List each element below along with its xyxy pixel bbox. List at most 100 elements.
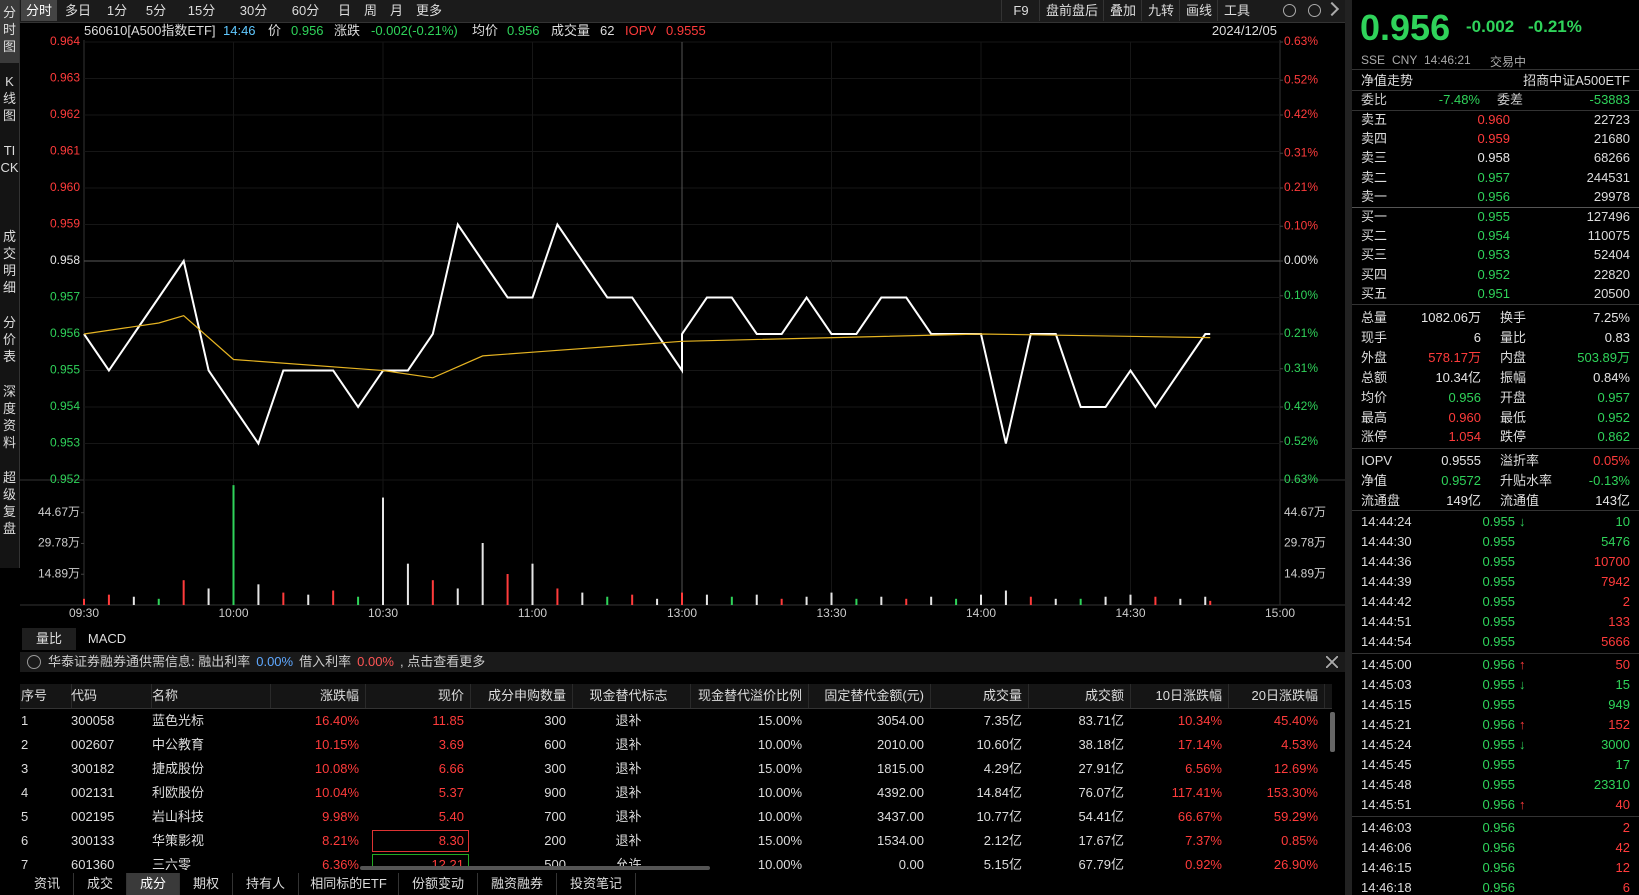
table-cell: 10.00%: [757, 809, 802, 824]
tool-button[interactable]: F9: [1001, 0, 1040, 21]
x-tick-label: 10:30: [368, 606, 398, 620]
y2-tick-label: 0.63%: [1284, 34, 1318, 48]
top-bar: [0, 0, 1345, 23]
bottom-tab[interactable]: 融资融券: [478, 873, 557, 895]
table-header[interactable]: 现金替代标志: [573, 684, 691, 708]
side-tab[interactable]: 成交明细: [2, 229, 16, 295]
bottom-tab[interactable]: 成分: [127, 873, 180, 895]
period-tab[interactable]: 1分: [106, 3, 128, 18]
stat-value: 149亿: [1446, 493, 1481, 509]
tick-time: 14:44:30: [1361, 534, 1412, 549]
period-tab[interactable]: 15分: [187, 3, 216, 18]
stat-label: IOPV: [1361, 453, 1393, 469]
period-tab[interactable]: 分时: [21, 0, 57, 21]
tick-volume: 50: [1615, 657, 1630, 672]
volume-bar: [830, 592, 833, 605]
indicator-tab[interactable]: MACD: [87, 631, 127, 646]
side-tab[interactable]: 深度资料: [2, 384, 16, 450]
book-price: 0.959: [1477, 131, 1510, 147]
tick-arrow: ↓: [1519, 514, 1526, 529]
bottom-tab[interactable]: 投资笔记: [557, 873, 636, 895]
notice-close[interactable]: [1326, 656, 1338, 668]
book-volume: 22820: [1593, 266, 1630, 282]
tick-price: 0.956: [1482, 880, 1515, 895]
tool-button[interactable]: 盘前盘后: [1039, 0, 1104, 21]
period-tab[interactable]: 周: [363, 3, 377, 18]
period-tab[interactable]: 日: [337, 3, 351, 18]
table-header[interactable]: 成分申购数量: [470, 684, 573, 708]
stat-value: 1.054: [1448, 429, 1481, 445]
bottom-tab[interactable]: 持有人: [233, 873, 299, 895]
volume-bar: [132, 596, 135, 605]
tool-button[interactable]: 工具: [1217, 0, 1256, 21]
table-header[interactable]: 成交额: [1030, 684, 1131, 708]
tool-button[interactable]: 叠加: [1103, 0, 1142, 21]
side-bar: [0, 0, 20, 568]
table-header[interactable]: 10日涨跌幅: [1130, 684, 1229, 708]
table-cell: 7.35亿: [983, 713, 1022, 728]
volume-bar: [332, 590, 335, 605]
table-header[interactable]: 名称: [152, 684, 271, 708]
y2-tick-label: 0.00%: [1284, 253, 1318, 267]
stat-value: 0.957: [1597, 389, 1630, 405]
quote-price: 0.956: [1360, 7, 1451, 48]
table-cell: 4.29亿: [983, 761, 1022, 776]
table-header[interactable]: 涨跌幅: [270, 684, 366, 708]
table-header[interactable]: 现金替代溢价比例: [690, 684, 809, 708]
tool-button[interactable]: 画线: [1179, 0, 1218, 21]
bottom-tab[interactable]: 期权: [180, 873, 233, 895]
book-price: 0.954: [1477, 228, 1510, 244]
stat-label: 跌停: [1500, 429, 1527, 445]
table-header[interactable]: 成交量: [930, 684, 1029, 708]
tool-icon[interactable]: [1283, 4, 1296, 17]
table-cell: 300182: [71, 761, 115, 776]
bottom-tab[interactable]: 份额变动: [399, 873, 478, 895]
table-cell: 2.12亿: [983, 833, 1022, 848]
row-sep: [1352, 110, 1639, 111]
y-tick-label: 0.963: [50, 71, 80, 85]
stat-label: 最高: [1361, 409, 1388, 425]
table-header[interactable]: 20日涨跌幅: [1230, 684, 1325, 708]
bottom-tab[interactable]: 成交: [74, 873, 127, 895]
notice-text[interactable]: 华泰证券融券通供需信息: 融出利率 0.00% 借入利率 0.00% , 点击查看更多: [48, 652, 491, 672]
period-tab[interactable]: 月: [389, 3, 403, 18]
side-tab[interactable]: TICK: [0, 143, 19, 175]
stat-label: 振幅: [1500, 369, 1527, 385]
table-cell: 002131: [71, 785, 115, 800]
bottom-tab[interactable]: 资讯: [21, 873, 74, 895]
period-tab[interactable]: 60分: [291, 3, 320, 18]
tool-button[interactable]: 九转: [1141, 0, 1180, 21]
table-header[interactable]: 代码: [71, 684, 152, 708]
table-cell: 5.15亿: [983, 857, 1022, 870]
book-volume: 244531: [1586, 169, 1630, 185]
table-cell: 10.60亿: [976, 737, 1022, 752]
table-cell: 11.85: [432, 713, 464, 728]
table-cell: 59.29%: [1273, 809, 1318, 824]
period-tab[interactable]: 更多: [415, 3, 442, 18]
period-tab[interactable]: 5分: [145, 3, 167, 18]
info-price: 0.956: [291, 23, 324, 38]
book-volume: 68266: [1593, 150, 1630, 166]
side-tab[interactable]: K线图: [2, 74, 16, 123]
table-cell: 6: [21, 833, 29, 848]
table-header[interactable]: 固定替代金额(元): [810, 684, 931, 708]
book-label: 卖二: [1361, 169, 1388, 185]
tool-icon[interactable]: [1308, 4, 1321, 17]
nav-trend[interactable]: 净值走势: [1361, 73, 1414, 88]
y2-tick-label: 0.52%: [1284, 72, 1318, 86]
period-tab[interactable]: 多日: [64, 3, 91, 18]
table-header[interactable]: 现价: [371, 684, 471, 708]
volume-bar: [1079, 598, 1082, 605]
volume-bar: [930, 596, 933, 605]
table-header[interactable]: 序号: [21, 684, 72, 708]
side-tab[interactable]: 分时图: [0, 0, 19, 63]
stat-value: 0.83: [1604, 329, 1630, 345]
book-label: 卖四: [1361, 131, 1388, 147]
side-tab[interactable]: 分价表: [2, 315, 16, 364]
indicator-tab[interactable]: 量比: [22, 628, 76, 650]
bottom-tab[interactable]: 相同标的ETF: [299, 873, 399, 895]
side-tab[interactable]: 超级复盘: [2, 470, 16, 536]
period-tab[interactable]: 30分: [239, 3, 268, 18]
volume-bar: [855, 598, 858, 605]
